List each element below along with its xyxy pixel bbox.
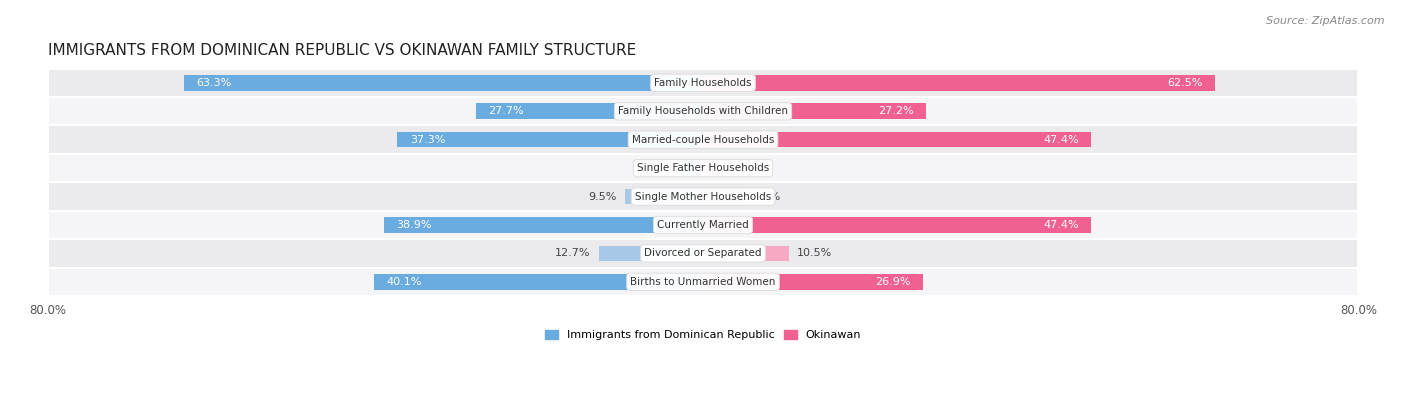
Legend: Immigrants from Dominican Republic, Okinawan: Immigrants from Dominican Republic, Okin… xyxy=(540,325,866,344)
Text: Currently Married: Currently Married xyxy=(657,220,749,230)
Text: Births to Unmarried Women: Births to Unmarried Women xyxy=(630,277,776,287)
Text: 63.3%: 63.3% xyxy=(197,78,232,88)
Text: 47.4%: 47.4% xyxy=(1043,135,1078,145)
Text: 9.5%: 9.5% xyxy=(589,192,617,201)
Bar xyxy=(48,97,1358,126)
Text: 37.3%: 37.3% xyxy=(409,135,446,145)
Text: 27.2%: 27.2% xyxy=(877,106,914,116)
Text: 26.9%: 26.9% xyxy=(876,277,911,287)
Bar xyxy=(703,75,1215,90)
Text: Divorced or Separated: Divorced or Separated xyxy=(644,248,762,258)
Text: Source: ZipAtlas.com: Source: ZipAtlas.com xyxy=(1267,16,1385,26)
Bar xyxy=(384,217,703,233)
Text: IMMIGRANTS FROM DOMINICAN REPUBLIC VS OKINAWAN FAMILY STRUCTURE: IMMIGRANTS FROM DOMINICAN REPUBLIC VS OK… xyxy=(48,43,636,58)
Text: 1.9%: 1.9% xyxy=(727,163,755,173)
Text: Family Households with Children: Family Households with Children xyxy=(619,106,787,116)
Text: Married-couple Households: Married-couple Households xyxy=(631,135,775,145)
Bar xyxy=(398,132,703,147)
Bar xyxy=(184,75,703,90)
Text: Family Households: Family Households xyxy=(654,78,752,88)
Bar xyxy=(374,274,703,290)
Bar xyxy=(703,217,1091,233)
Text: Single Father Households: Single Father Households xyxy=(637,163,769,173)
Text: 10.5%: 10.5% xyxy=(797,248,832,258)
Text: 47.4%: 47.4% xyxy=(1043,220,1078,230)
Bar xyxy=(703,132,1091,147)
Bar xyxy=(48,268,1358,296)
Text: 27.7%: 27.7% xyxy=(488,106,524,116)
Bar xyxy=(626,189,703,204)
Text: 2.6%: 2.6% xyxy=(645,163,673,173)
Bar xyxy=(477,103,703,119)
Bar xyxy=(682,160,703,176)
Text: Single Mother Households: Single Mother Households xyxy=(636,192,770,201)
Bar xyxy=(703,274,924,290)
Bar xyxy=(48,154,1358,182)
Bar xyxy=(48,126,1358,154)
Bar xyxy=(48,182,1358,211)
Bar xyxy=(48,69,1358,97)
Bar xyxy=(48,211,1358,239)
Bar xyxy=(48,239,1358,268)
Bar xyxy=(599,246,703,261)
Text: 12.7%: 12.7% xyxy=(555,248,591,258)
Text: 40.1%: 40.1% xyxy=(387,277,422,287)
Text: 38.9%: 38.9% xyxy=(396,220,432,230)
Bar xyxy=(703,103,925,119)
Bar xyxy=(703,246,789,261)
Bar xyxy=(703,189,744,204)
Text: 5.0%: 5.0% xyxy=(752,192,780,201)
Bar xyxy=(703,160,718,176)
Text: 62.5%: 62.5% xyxy=(1167,78,1202,88)
